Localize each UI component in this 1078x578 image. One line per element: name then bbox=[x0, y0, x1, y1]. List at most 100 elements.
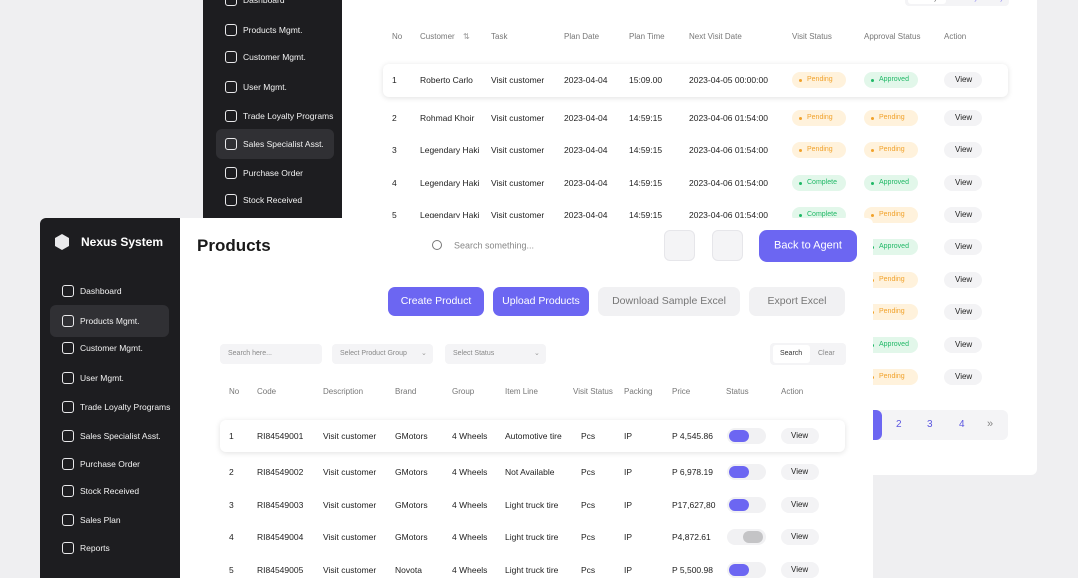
nav-item[interactable]: Trade Loyalty Programs bbox=[80, 401, 171, 412]
nav-item[interactable]: Purchase Order bbox=[243, 167, 303, 178]
back-to-agent-button[interactable]: Back to Agent bbox=[759, 230, 857, 262]
nav-item[interactable]: Dashboard bbox=[80, 285, 122, 296]
filter-input[interactable]: Search here... bbox=[220, 344, 322, 364]
view-button[interactable]: View bbox=[781, 464, 819, 480]
view-button[interactable]: View bbox=[944, 142, 982, 158]
view-button[interactable]: View bbox=[781, 428, 819, 444]
cell: Visit customer bbox=[491, 177, 545, 188]
page-number[interactable]: 4 bbox=[959, 419, 965, 430]
view-button[interactable]: View bbox=[944, 304, 982, 320]
view-button[interactable]: View bbox=[781, 529, 819, 545]
view-button[interactable]: View bbox=[944, 239, 982, 255]
status-toggle[interactable] bbox=[727, 497, 766, 513]
view-button[interactable]: View bbox=[781, 562, 819, 578]
view-label: View bbox=[791, 467, 809, 477]
column-header: Packing bbox=[624, 387, 653, 397]
cell: 4 bbox=[229, 531, 234, 542]
status-dot bbox=[871, 213, 874, 217]
cell: IP bbox=[624, 531, 633, 542]
chevron: ⌄ bbox=[534, 350, 540, 357]
cell: 4 Wheels bbox=[452, 466, 488, 477]
cell: Novota bbox=[395, 564, 422, 575]
view-button[interactable]: View bbox=[944, 110, 982, 126]
brand: Nexus System bbox=[81, 234, 164, 249]
status-pill: Pending bbox=[792, 142, 846, 158]
create-button[interactable]: Create Product bbox=[388, 287, 484, 316]
logout-button[interactable] bbox=[712, 230, 743, 261]
active-item-bg bbox=[50, 305, 169, 337]
cell: IP bbox=[624, 430, 633, 441]
status-text: Approved bbox=[879, 340, 909, 348]
nav-item[interactable]: Customer Mgmt. bbox=[80, 342, 143, 353]
cell: 2023-04-06 01:54:00 bbox=[689, 144, 768, 155]
cell: Visit customer bbox=[323, 430, 377, 441]
nav-item[interactable]: Sales Plan bbox=[80, 514, 121, 525]
nav-item[interactable]: Purchase Order bbox=[80, 458, 140, 469]
column-header: Task bbox=[491, 32, 508, 42]
view-button[interactable]: View bbox=[944, 337, 982, 353]
cell: P17,627,80 bbox=[672, 499, 716, 510]
view-label: View bbox=[955, 145, 973, 155]
status-text: Pending bbox=[879, 210, 905, 218]
view-button[interactable]: View bbox=[944, 369, 982, 385]
export-button[interactable]: Export Excel bbox=[749, 287, 845, 316]
page-number[interactable]: 2 bbox=[896, 419, 902, 430]
filter-input[interactable]: Select Product Group ⌄ bbox=[332, 344, 433, 364]
view-label: View bbox=[955, 113, 973, 123]
nav-item[interactable]: User Mgmt. bbox=[80, 372, 124, 383]
status-pill: Complete bbox=[792, 175, 846, 191]
status-toggle[interactable] bbox=[727, 428, 766, 444]
search-button[interactable]: Search bbox=[773, 345, 810, 363]
cell: Legendary Haki bbox=[420, 177, 480, 188]
download-button[interactable]: Download Sample Excel bbox=[598, 287, 740, 316]
clear-button[interactable]: Clear bbox=[818, 349, 835, 357]
view-button[interactable]: View bbox=[944, 72, 982, 88]
status-toggle[interactable] bbox=[727, 562, 766, 578]
status-text: Complete bbox=[807, 210, 837, 218]
status-toggle[interactable] bbox=[727, 464, 766, 480]
nav-item[interactable]: Dashboard bbox=[243, 0, 285, 5]
cell: 4 bbox=[392, 177, 397, 188]
cell: 4 Wheels bbox=[452, 564, 488, 575]
cell: Pcs bbox=[581, 564, 596, 575]
nav-item[interactable]: Products Mgmt. bbox=[80, 315, 140, 326]
period-tab[interactable]: Monthly bbox=[913, 0, 938, 3]
view-label: View bbox=[791, 565, 809, 575]
upload-button[interactable]: Upload Products bbox=[493, 287, 589, 316]
nav-item[interactable]: User Mgmt. bbox=[243, 81, 287, 92]
search-input[interactable]: Search something... bbox=[454, 240, 535, 251]
cell: Visit customer bbox=[491, 112, 545, 123]
notification-button[interactable] bbox=[664, 230, 695, 261]
nav-item[interactable]: Reports bbox=[80, 542, 110, 553]
view-button[interactable]: View bbox=[944, 272, 982, 288]
cell: Legendary Haki bbox=[420, 209, 480, 220]
view-label: View bbox=[955, 210, 973, 220]
period-tab[interactable]: Today bbox=[985, 0, 1004, 3]
status-pill: Pending bbox=[864, 142, 918, 158]
nav-icon bbox=[62, 430, 74, 442]
nav-item[interactable]: Products Mgmt. bbox=[243, 24, 303, 35]
filter-input[interactable]: Select Status ⌄ bbox=[445, 344, 546, 364]
nav-item[interactable]: Sales Specialist Asst. bbox=[243, 138, 324, 149]
nav-item[interactable]: Trade Loyalty Programs bbox=[243, 110, 334, 121]
button-label: Export Excel bbox=[767, 295, 827, 307]
period-tab[interactable]: Weekly bbox=[955, 0, 978, 3]
status-toggle[interactable] bbox=[727, 529, 766, 545]
nav-item[interactable]: Stock Received bbox=[243, 194, 303, 205]
button-label: Create Product bbox=[400, 295, 472, 307]
view-button[interactable]: View bbox=[944, 175, 982, 191]
column-header: Approval Status bbox=[864, 32, 921, 42]
nav-item[interactable]: Stock Received bbox=[80, 485, 140, 496]
view-button[interactable]: View bbox=[781, 497, 819, 513]
status-dot bbox=[799, 181, 802, 185]
nav-icon bbox=[225, 194, 237, 206]
status-text: Complete bbox=[807, 178, 837, 186]
column-header: Code bbox=[257, 387, 277, 397]
view-label: View bbox=[955, 372, 973, 382]
view-button[interactable]: View bbox=[944, 207, 982, 223]
status-text: Pending bbox=[879, 113, 905, 121]
page-number[interactable]: 3 bbox=[927, 419, 933, 430]
nav-item[interactable]: Sales Specialist Asst. bbox=[80, 430, 161, 441]
nav-item[interactable]: Customer Mgmt. bbox=[243, 51, 306, 62]
